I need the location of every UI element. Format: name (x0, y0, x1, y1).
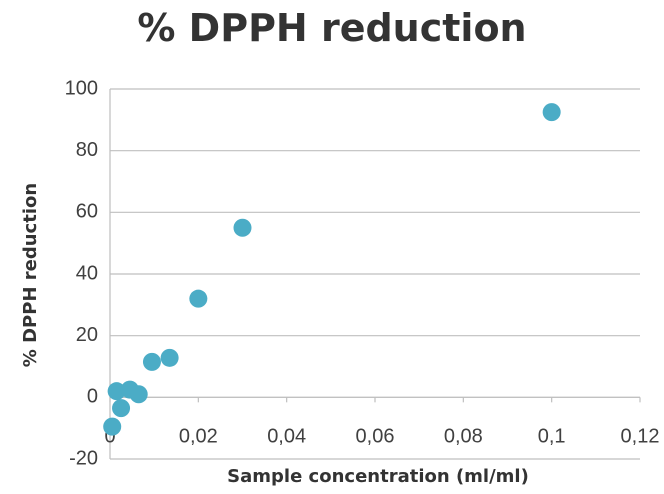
y-tick-label: 0 (87, 386, 98, 408)
x-tick-label: 0,04 (267, 425, 306, 447)
axes (109, 89, 641, 459)
x-tick-labels: 0 0,02 0,04 0,06 0,08 0,1 0,12 (104, 425, 659, 447)
y-tick-label: -20 (69, 447, 98, 469)
y-tick-label: 20 (76, 324, 98, 346)
x-tick-label: 0 (104, 425, 115, 447)
data-point-9 (542, 103, 561, 122)
data-points (103, 103, 561, 436)
y-axis-label: % DPPH reduction (20, 183, 41, 367)
x-axis-label: Sample concentration (ml/ml) (227, 466, 529, 487)
data-point-1 (107, 382, 126, 401)
y-tick-label: 80 (76, 139, 98, 161)
x-tick-label: 0,02 (179, 425, 218, 447)
data-point-4 (129, 385, 148, 404)
y-tick-label: 40 (76, 262, 98, 284)
data-point-6 (160, 348, 179, 367)
y-tick-label: 60 (76, 201, 98, 223)
x-tick-label: 0,12 (621, 425, 660, 447)
data-point-7 (189, 289, 208, 308)
data-point-0 (103, 417, 122, 436)
chart-title: % DPPH reduction (137, 6, 527, 50)
x-tick-label: 0,1 (538, 425, 566, 447)
x-tick-label: 0,06 (356, 425, 395, 447)
grid-lines (110, 88, 640, 460)
y-tick-label: 100 (65, 77, 98, 99)
data-point-8 (233, 218, 252, 237)
data-point-2 (112, 399, 131, 418)
x-tick-label: 0,08 (444, 425, 483, 447)
data-point-5 (142, 352, 161, 371)
y-tick-labels: -20 0 20 40 60 80 100 (65, 77, 98, 469)
